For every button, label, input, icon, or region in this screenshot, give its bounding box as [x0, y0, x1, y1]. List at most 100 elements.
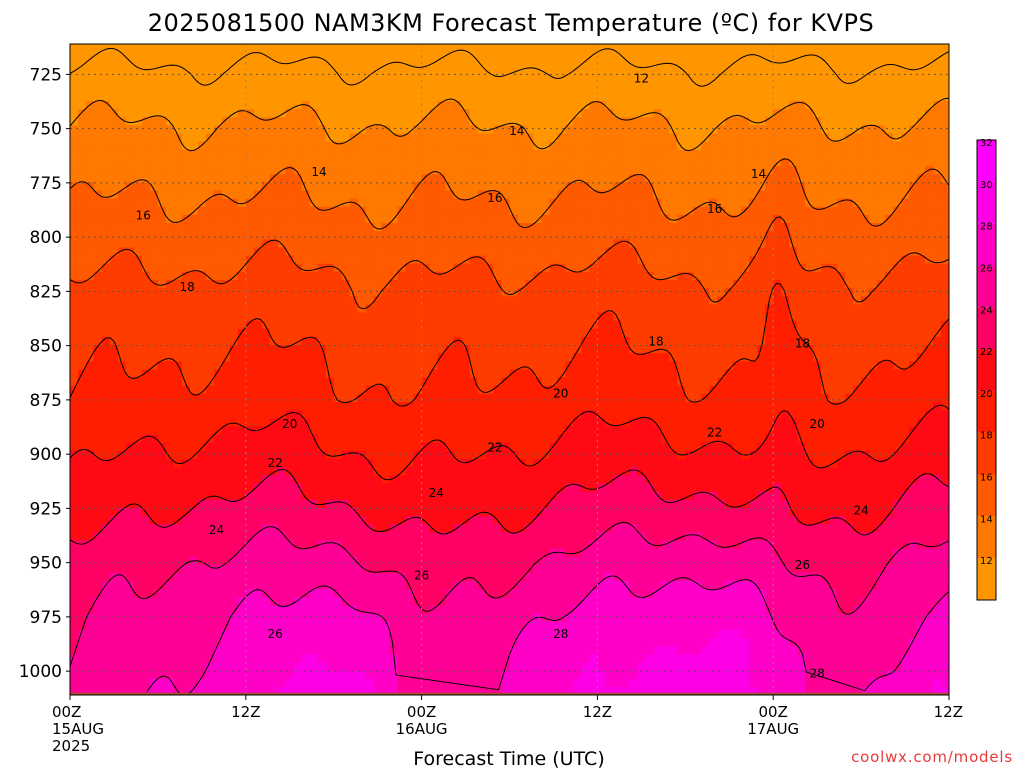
- heat-cell: [141, 369, 151, 379]
- heat-cell: [125, 182, 135, 192]
- heat-cell: [573, 76, 583, 86]
- heat-cell: [157, 174, 167, 183]
- heat-cell: [405, 296, 415, 305]
- heat-cell: [309, 393, 319, 403]
- heat-cell: [797, 353, 806, 362]
- heat-cell: [277, 312, 287, 322]
- heat-cell: [501, 117, 511, 126]
- heat-cell: [669, 288, 678, 297]
- heat-cell: [125, 100, 135, 110]
- heat-cell: [453, 312, 463, 322]
- heat-cell: [549, 377, 559, 387]
- heat-cell: [773, 336, 782, 346]
- heat-cell: [821, 239, 830, 249]
- heat-cell: [741, 296, 750, 305]
- heat-cell: [565, 76, 575, 86]
- heat-cell: [653, 117, 662, 126]
- heat-cell: [781, 214, 790, 224]
- heat-cell: [125, 141, 135, 151]
- heat-cell: [805, 377, 814, 387]
- heat-cell: [525, 182, 535, 192]
- heat-cell: [909, 60, 918, 70]
- heat-cell: [661, 320, 670, 330]
- heat-cell: [701, 385, 710, 395]
- heat-cell: [485, 223, 495, 232]
- heat-cell: [477, 166, 487, 175]
- heat-cell: [317, 125, 327, 135]
- heat-cell: [245, 320, 255, 330]
- heat-cell: [909, 76, 918, 86]
- heat-cell: [77, 377, 87, 387]
- heat-cell: [925, 288, 934, 297]
- heat-cell: [749, 231, 758, 240]
- heat-cell: [637, 206, 646, 216]
- heat-cell: [613, 182, 622, 192]
- heat-cell: [501, 133, 511, 143]
- heat-cell: [677, 336, 686, 346]
- heat-cell: [885, 149, 894, 159]
- heat-cell: [253, 271, 263, 281]
- heat-cell: [677, 44, 686, 53]
- heat-cell: [173, 109, 183, 118]
- heat-cell: [429, 247, 439, 257]
- heat-cell: [285, 239, 295, 249]
- heat-cell: [325, 223, 335, 232]
- heat-cell: [829, 402, 838, 411]
- heat-cell: [413, 353, 423, 362]
- heat-cell: [613, 361, 622, 371]
- heat-cell: [437, 304, 447, 314]
- heat-cell: [477, 385, 487, 395]
- heat-cell: [541, 353, 551, 362]
- heat-cell: [373, 279, 383, 289]
- heat-cell: [797, 377, 806, 387]
- heat-cell: [109, 263, 119, 273]
- heat-cell: [325, 361, 335, 371]
- heat-cell: [797, 76, 806, 86]
- heat-cell: [317, 92, 327, 102]
- heat-cell: [421, 166, 431, 175]
- heat-cell: [413, 125, 423, 135]
- heat-cell: [613, 369, 622, 379]
- heat-cell: [381, 76, 391, 86]
- heat-cell: [293, 68, 303, 78]
- heat-cell: [813, 125, 822, 135]
- heat-cell: [933, 149, 942, 159]
- heat-cell: [877, 157, 886, 167]
- heat-cell: [669, 385, 678, 395]
- heat-cell: [637, 279, 646, 289]
- heat-cell: [445, 369, 455, 379]
- heat-cell: [413, 68, 423, 78]
- heat-cell: [877, 393, 886, 403]
- heat-cell: [101, 336, 111, 346]
- heat-cell: [725, 206, 734, 216]
- heat-cell: [685, 304, 694, 314]
- heat-cell: [269, 133, 279, 143]
- heat-cell: [765, 328, 774, 338]
- heat-cell: [877, 263, 886, 273]
- heat-cell: [301, 166, 311, 175]
- heat-cell: [573, 190, 583, 200]
- heat-cell: [373, 125, 383, 135]
- heat-cell: [237, 44, 247, 53]
- heat-cell: [733, 369, 742, 379]
- heat-cell: [317, 190, 327, 200]
- heat-cell: [589, 125, 598, 135]
- heat-cell: [765, 377, 774, 387]
- heat-cell: [493, 288, 503, 297]
- heat-cell: [653, 125, 662, 135]
- heat-cell: [389, 92, 399, 102]
- heat-cell: [901, 100, 910, 110]
- heat-cell: [853, 328, 862, 338]
- heat-cell: [453, 125, 463, 135]
- heat-cell: [485, 52, 495, 61]
- heat-cell: [629, 166, 638, 175]
- heat-cell: [589, 231, 598, 240]
- heat-cell: [781, 84, 790, 94]
- heat-cell: [461, 402, 471, 411]
- heat-cell: [733, 166, 742, 175]
- heat-cell: [525, 223, 535, 232]
- heat-cell: [141, 353, 151, 362]
- heat-cell: [333, 206, 343, 216]
- heat-cell: [493, 255, 503, 265]
- heat-cell: [597, 84, 606, 94]
